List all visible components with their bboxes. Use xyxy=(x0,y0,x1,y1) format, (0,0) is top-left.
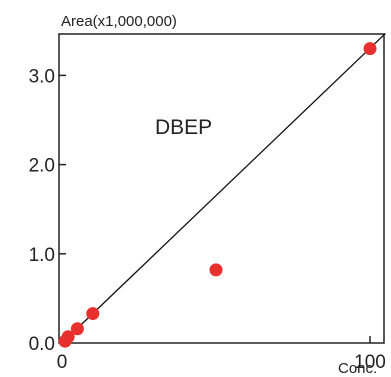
x-axis-label: Conc. xyxy=(338,360,377,377)
y-tick-label: 3.0 xyxy=(29,66,55,87)
chart-title: DBEP xyxy=(155,116,212,139)
y-tick-label: 2.0 xyxy=(29,156,55,177)
axis-ticks: 0.0 1.0 2.0 3.0 0 100 xyxy=(29,66,386,373)
plot-area-frame xyxy=(58,33,385,344)
fit-line xyxy=(61,33,386,344)
y-axis-label: Area(x1,000,000) xyxy=(61,13,177,30)
y-tick-label: 0.0 xyxy=(29,334,55,355)
data-points xyxy=(58,42,377,348)
data-point xyxy=(70,322,84,336)
data-point xyxy=(363,42,377,56)
data-point xyxy=(209,263,223,277)
x-tick-label: 100 xyxy=(354,352,386,373)
data-point xyxy=(86,307,100,321)
y-tick-label: 1.0 xyxy=(29,245,55,266)
data-point xyxy=(61,330,75,344)
x-tick-label: 0 xyxy=(57,352,68,373)
fit-line-group xyxy=(61,33,386,344)
